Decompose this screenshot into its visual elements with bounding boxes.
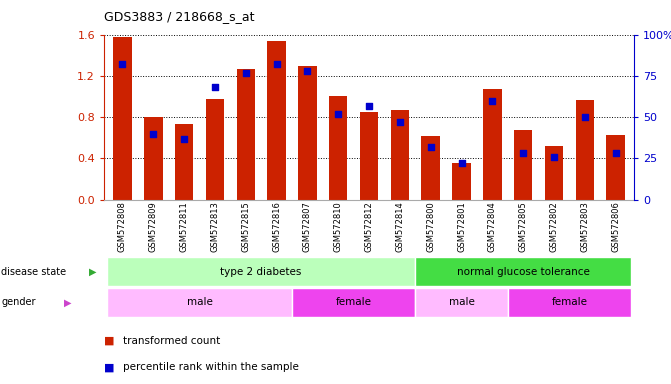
Bar <box>292 288 415 317</box>
Text: disease state: disease state <box>1 266 66 277</box>
Bar <box>267 41 286 200</box>
Bar <box>107 288 292 317</box>
Point <box>178 136 189 142</box>
Bar <box>329 96 348 200</box>
Text: percentile rank within the sample: percentile rank within the sample <box>123 362 299 372</box>
Bar <box>514 129 532 200</box>
Text: type 2 diabetes: type 2 diabetes <box>221 266 302 277</box>
Text: normal glucose tolerance: normal glucose tolerance <box>457 266 590 277</box>
Text: male: male <box>187 297 213 308</box>
Text: ■: ■ <box>104 362 115 372</box>
Bar <box>391 110 409 200</box>
Point <box>610 151 621 157</box>
Bar <box>452 162 471 200</box>
Point <box>148 131 158 137</box>
Point <box>456 160 467 166</box>
Bar <box>113 36 132 200</box>
Bar <box>144 117 162 200</box>
Point <box>271 61 282 67</box>
Bar <box>415 288 508 317</box>
Bar <box>298 66 317 200</box>
Bar <box>545 146 563 200</box>
Bar <box>107 257 415 286</box>
Text: transformed count: transformed count <box>123 336 220 346</box>
Bar <box>576 99 594 200</box>
Point <box>209 84 220 91</box>
Point <box>240 70 251 76</box>
Text: GDS3883 / 218668_s_at: GDS3883 / 218668_s_at <box>104 10 254 23</box>
Point <box>395 119 405 125</box>
Text: gender: gender <box>1 297 36 308</box>
Bar <box>421 136 440 200</box>
Text: male: male <box>449 297 474 308</box>
Bar <box>236 69 255 200</box>
Point <box>302 68 313 74</box>
Bar <box>206 99 224 200</box>
Bar <box>175 124 193 200</box>
Text: ▶: ▶ <box>89 266 96 277</box>
Point <box>487 98 498 104</box>
Bar <box>415 257 631 286</box>
Text: ▶: ▶ <box>64 297 71 308</box>
Bar <box>483 89 501 200</box>
Point <box>425 144 436 150</box>
Text: female: female <box>336 297 372 308</box>
Point <box>580 114 590 120</box>
Point <box>333 111 344 117</box>
Bar <box>508 288 631 317</box>
Point <box>549 154 560 160</box>
Bar <box>360 112 378 200</box>
Point <box>518 151 529 157</box>
Point <box>117 61 128 67</box>
Text: ■: ■ <box>104 336 115 346</box>
Point <box>364 103 374 109</box>
Bar <box>607 135 625 200</box>
Text: female: female <box>552 297 587 308</box>
